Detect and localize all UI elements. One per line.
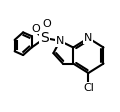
Text: O: O [42, 19, 51, 29]
Text: O: O [31, 24, 40, 34]
Text: N: N [84, 33, 93, 43]
Text: N: N [56, 36, 64, 46]
Text: S: S [40, 31, 49, 45]
Text: Cl: Cl [83, 83, 94, 93]
